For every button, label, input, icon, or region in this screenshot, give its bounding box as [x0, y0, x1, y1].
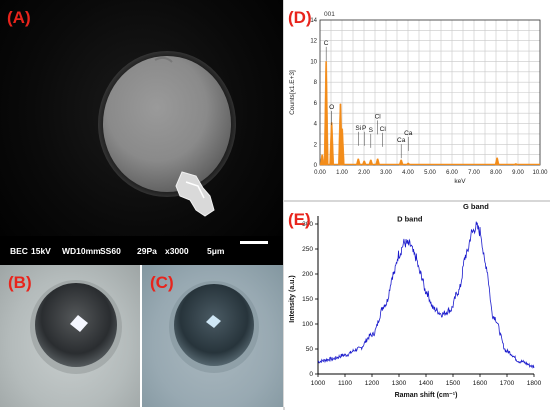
eds-x-tick-label: 9.00 [512, 170, 524, 176]
eds-element-label: S [369, 127, 374, 134]
sem-magnification: x3000 [165, 246, 189, 256]
raman-spectrum-panel: 1000 1100 1200 1300 1400 1500 1600 1700 1800 0 50 1… [284, 202, 550, 407]
eds-y-tick-label: 14 [310, 18, 317, 24]
raman-band-label: G band [463, 202, 489, 211]
eds-element-label: Cl [375, 113, 382, 120]
raman-y-tick-label: 200 [302, 271, 313, 278]
eds-spectrum-chart: 001 0.00 1.00 2.00 3.00 4.00 5.00 6.00 7.00 8.00 9… [289, 11, 548, 185]
sem-working-distance: WD10mm [62, 246, 101, 256]
eds-element-label: Cl [380, 126, 387, 133]
raman-x-axis-label: Raman shift (cm⁻¹) [395, 392, 458, 399]
eds-x-tick-label: 1.00 [336, 170, 348, 176]
sem-microsphere-image [98, 51, 236, 217]
eds-y-tick-label: 12 [310, 39, 317, 45]
eds-chart-title: 001 [324, 11, 335, 18]
eds-element-label: Ca [404, 130, 413, 137]
raman-x-tick-label: 1000 [311, 380, 326, 387]
raman-y-tick-label: 100 [302, 321, 313, 328]
optical-sphere-image-c [169, 281, 259, 373]
eds-x-tick-label: 0.00 [314, 170, 326, 176]
sem-mode: BEC [10, 246, 28, 256]
raman-y-tick-label: 150 [302, 296, 313, 303]
sem-info-bar [0, 236, 283, 265]
eds-peak [375, 158, 381, 166]
eds-x-tick-label: 3.00 [380, 170, 392, 176]
panel-c-label: (C) [150, 273, 174, 292]
sem-micrograph-panel [0, 0, 283, 265]
raman-y-tick-label: 0 [309, 371, 313, 378]
eds-x-tick-label: 8.00 [490, 170, 502, 176]
scale-bar [240, 241, 268, 244]
eds-element-label: Si [355, 125, 361, 132]
optical-sphere-image-b [30, 280, 122, 374]
eds-plot-frame [319, 19, 541, 166]
eds-peak [329, 122, 335, 166]
panel-e-label: (E) [288, 210, 311, 229]
raman-x-tick-label: 1200 [365, 380, 380, 387]
eds-x-tick-label: 10.00 [532, 170, 548, 176]
eds-peak [355, 158, 361, 166]
raman-y-tick-label: 300 [302, 221, 313, 228]
sem-spot-size: SS60 [100, 246, 121, 256]
eds-peak [368, 159, 374, 166]
sem-scale-text: 5μm [207, 246, 225, 256]
eds-peak [319, 154, 325, 166]
eds-x-tick-label: 6.00 [446, 170, 458, 176]
eds-peak [494, 157, 500, 166]
raman-y-axis-label: Intensity (a.u.) [289, 275, 296, 322]
eds-peak [398, 159, 404, 166]
eds-y-tick-label: 4 [314, 122, 318, 128]
panel-d-label: (D) [288, 8, 312, 27]
raman-y-tick-label: 50 [306, 346, 314, 353]
eds-x-axis-label: keV [454, 178, 466, 185]
eds-element-label: C [324, 40, 329, 47]
sem-pressure: 29Pa [137, 246, 157, 256]
raman-x-tick-label: 1500 [446, 380, 461, 387]
raman-x-tick-label: 1800 [527, 380, 542, 387]
eds-y-tick-label: 6 [314, 101, 318, 107]
raman-band-label: D band [397, 215, 423, 224]
panel-a-label: (A) [7, 8, 31, 27]
raman-x-tick-label: 1300 [392, 380, 407, 387]
eds-spectrum-panel: 001 0.00 1.00 2.00 3.00 4.00 5.00 6.00 7.00 8.00 9… [284, 0, 550, 200]
horizontal-divider [284, 200, 550, 202]
raman-x-tick-label: 1100 [338, 380, 352, 387]
raman-spectrum-chart: 1000 1100 1200 1300 1400 1500 1600 1700 1800 0 50 1… [289, 202, 542, 399]
sem-voltage: 15kV [31, 246, 51, 256]
eds-y-tick-label: 8 [314, 80, 318, 86]
eds-element-label: P [362, 125, 366, 132]
eds-x-tick-label: 7.00 [468, 170, 480, 176]
eds-y-tick-label: 2 [314, 142, 318, 148]
raman-x-tick-label: 1400 [419, 380, 434, 387]
eds-peak [339, 128, 345, 166]
eds-x-tick-label: 4.00 [402, 170, 414, 176]
raman-x-tick-label: 1700 [500, 380, 515, 387]
eds-x-tick-label: 5.00 [424, 170, 436, 176]
eds-y-tick-label: 0 [314, 163, 318, 169]
optical-image-b-panel [0, 265, 140, 407]
eds-y-axis-label: Counts[x1.E+3] [289, 70, 296, 115]
raman-x-tick-label: 1600 [473, 380, 488, 387]
raman-y-tick-label: 250 [302, 246, 313, 253]
optical-image-c-panel [142, 265, 283, 407]
panel-b-label: (B) [8, 273, 32, 292]
eds-element-label: Ca [397, 137, 406, 144]
eds-y-tick-label: 10 [310, 59, 317, 65]
eds-element-label: O [329, 104, 334, 111]
raman-spectrum-line [317, 221, 535, 369]
eds-peak [323, 61, 329, 166]
eds-x-tick-label: 2.00 [358, 170, 370, 176]
